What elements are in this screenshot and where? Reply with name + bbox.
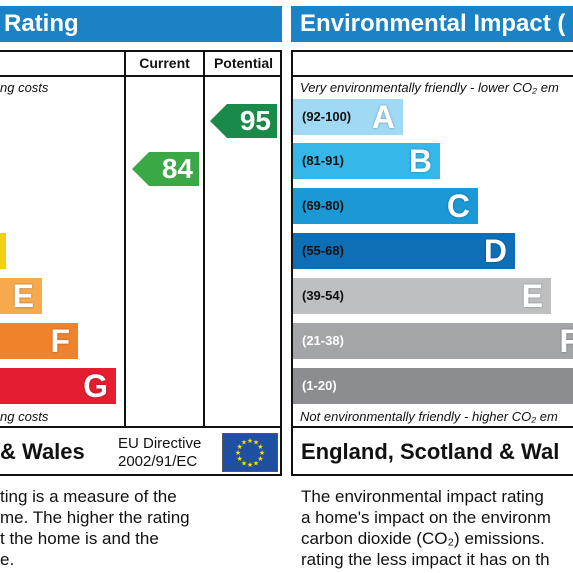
eu-directive: EU Directive 2002/91/EC (118, 435, 218, 471)
energy-footer-title: & Wales (0, 439, 85, 464)
environment-band-d: (55-68) D (293, 233, 515, 269)
energy-band-e: E (0, 278, 42, 314)
environment-description-line: rating the less impact it has on th (301, 550, 550, 569)
energy-band-g-letter: G (83, 368, 108, 404)
current-rating-arrow (132, 152, 149, 186)
eu-star-icon: ★ (253, 439, 259, 447)
eu-star-icon: ★ (236, 455, 242, 463)
potential-column-divider (203, 50, 205, 428)
energy-header-title: Rating (4, 10, 79, 37)
eu-flag-icon: ★ ★ ★ ★ ★ ★ ★ ★ ★ ★ ★ ★ (222, 433, 278, 472)
environment-band-g-range: (1-20) (302, 378, 337, 393)
energy-bottom-note: ng costs (0, 409, 49, 424)
environment-band-f: (21-38) F (293, 323, 573, 359)
current-rating-marker: 84 (132, 152, 199, 186)
eu-star-icon: ★ (236, 443, 242, 451)
eu-star-icon: ★ (259, 449, 265, 457)
energy-description-line: me. The higher the rating (0, 508, 190, 527)
environment-band-b-letter: B (408, 143, 432, 179)
environment-band-c: (69-80) C (293, 188, 478, 224)
environment-footer-box (291, 426, 573, 476)
eu-star-icon: ★ (257, 443, 263, 451)
energy-description: ting is a measure of the me. The higher … (0, 486, 282, 570)
potential-rating-value: 95 (239, 105, 271, 136)
environment-header-title: Environmental Impact ( (300, 10, 566, 37)
environment-band-a-letter: A (371, 99, 395, 135)
environment-header: Environmental Impact ( (291, 6, 573, 42)
eu-star-icon: ★ (247, 437, 253, 445)
environment-band-c-range: (69-80) (302, 198, 344, 213)
environment-band-d-letter: D (483, 233, 507, 269)
energy-band-f: F (0, 323, 78, 359)
eu-directive-line1: EU Directive (118, 435, 202, 452)
potential-rating-marker: 95 (210, 104, 277, 138)
environment-footer-title: England, Scotland & Wal (301, 439, 560, 464)
environment-header-separator (291, 75, 573, 77)
potential-rating-arrow (210, 104, 227, 138)
energy-header: Rating (0, 6, 282, 42)
current-column-header: Current (139, 55, 190, 71)
environment-band-a: (92-100) A (293, 99, 403, 135)
eu-star-icon: ★ (241, 459, 247, 467)
environment-band-g: (1-20) (293, 368, 573, 404)
environment-band-a-range: (92-100) (302, 109, 352, 124)
current-column-divider (124, 50, 126, 428)
environment-band-e-letter: E (521, 278, 543, 314)
energy-band-f-letter: F (50, 323, 70, 359)
environment-band-f-range: (21-38) (302, 333, 344, 348)
eu-star-icon: ★ (241, 439, 247, 447)
energy-footer-box (0, 426, 282, 476)
energy-description-line: e. (0, 550, 15, 569)
energy-band-g: G (0, 368, 116, 404)
energy-description-line: t the home is and the (0, 529, 159, 548)
eu-stars-icon: ★ ★★★★★★★★★★★ (235, 437, 265, 469)
environment-band-c-letter: C (446, 188, 470, 224)
environment-description-line: carbon dioxide (CO₂) emissions. (301, 529, 545, 548)
current-rating-value: 84 (161, 153, 193, 184)
eu-star-icon: ★ (247, 461, 253, 469)
environment-band-d-range: (55-68) (302, 243, 344, 258)
energy-band-e-letter: E (12, 278, 34, 314)
eu-star-icon: ★ (253, 459, 259, 467)
environment-band-e-range: (39-54) (302, 288, 344, 303)
energy-description-line: ting is a measure of the (0, 487, 177, 506)
environment-band-e: (39-54) E (293, 278, 551, 314)
environment-description-line: The environmental impact rating (301, 487, 544, 506)
environment-description: The environmental impact rating a home's… (301, 486, 573, 570)
eu-star-icon: ★ (235, 449, 241, 457)
environment-description-line: a home's impact on the environm (301, 508, 551, 527)
environment-bottom-note: Not environmentally friendly - higher CO… (300, 409, 558, 424)
environment-band-b-range: (81-91) (302, 153, 344, 168)
eu-star-icon: ★ (257, 455, 263, 463)
environment-band-f-letter: F (559, 323, 573, 359)
eu-directive-line2: 2002/91/EC (118, 453, 198, 470)
environment-top-note: Very environmentally friendly - lower CO… (300, 80, 559, 95)
environment-band-b: (81-91) B (293, 143, 440, 179)
energy-band-d-partial (0, 233, 6, 269)
energy-header-separator (0, 75, 282, 77)
energy-top-note: ng costs (0, 80, 49, 95)
potential-column-header: Potential (213, 55, 274, 71)
